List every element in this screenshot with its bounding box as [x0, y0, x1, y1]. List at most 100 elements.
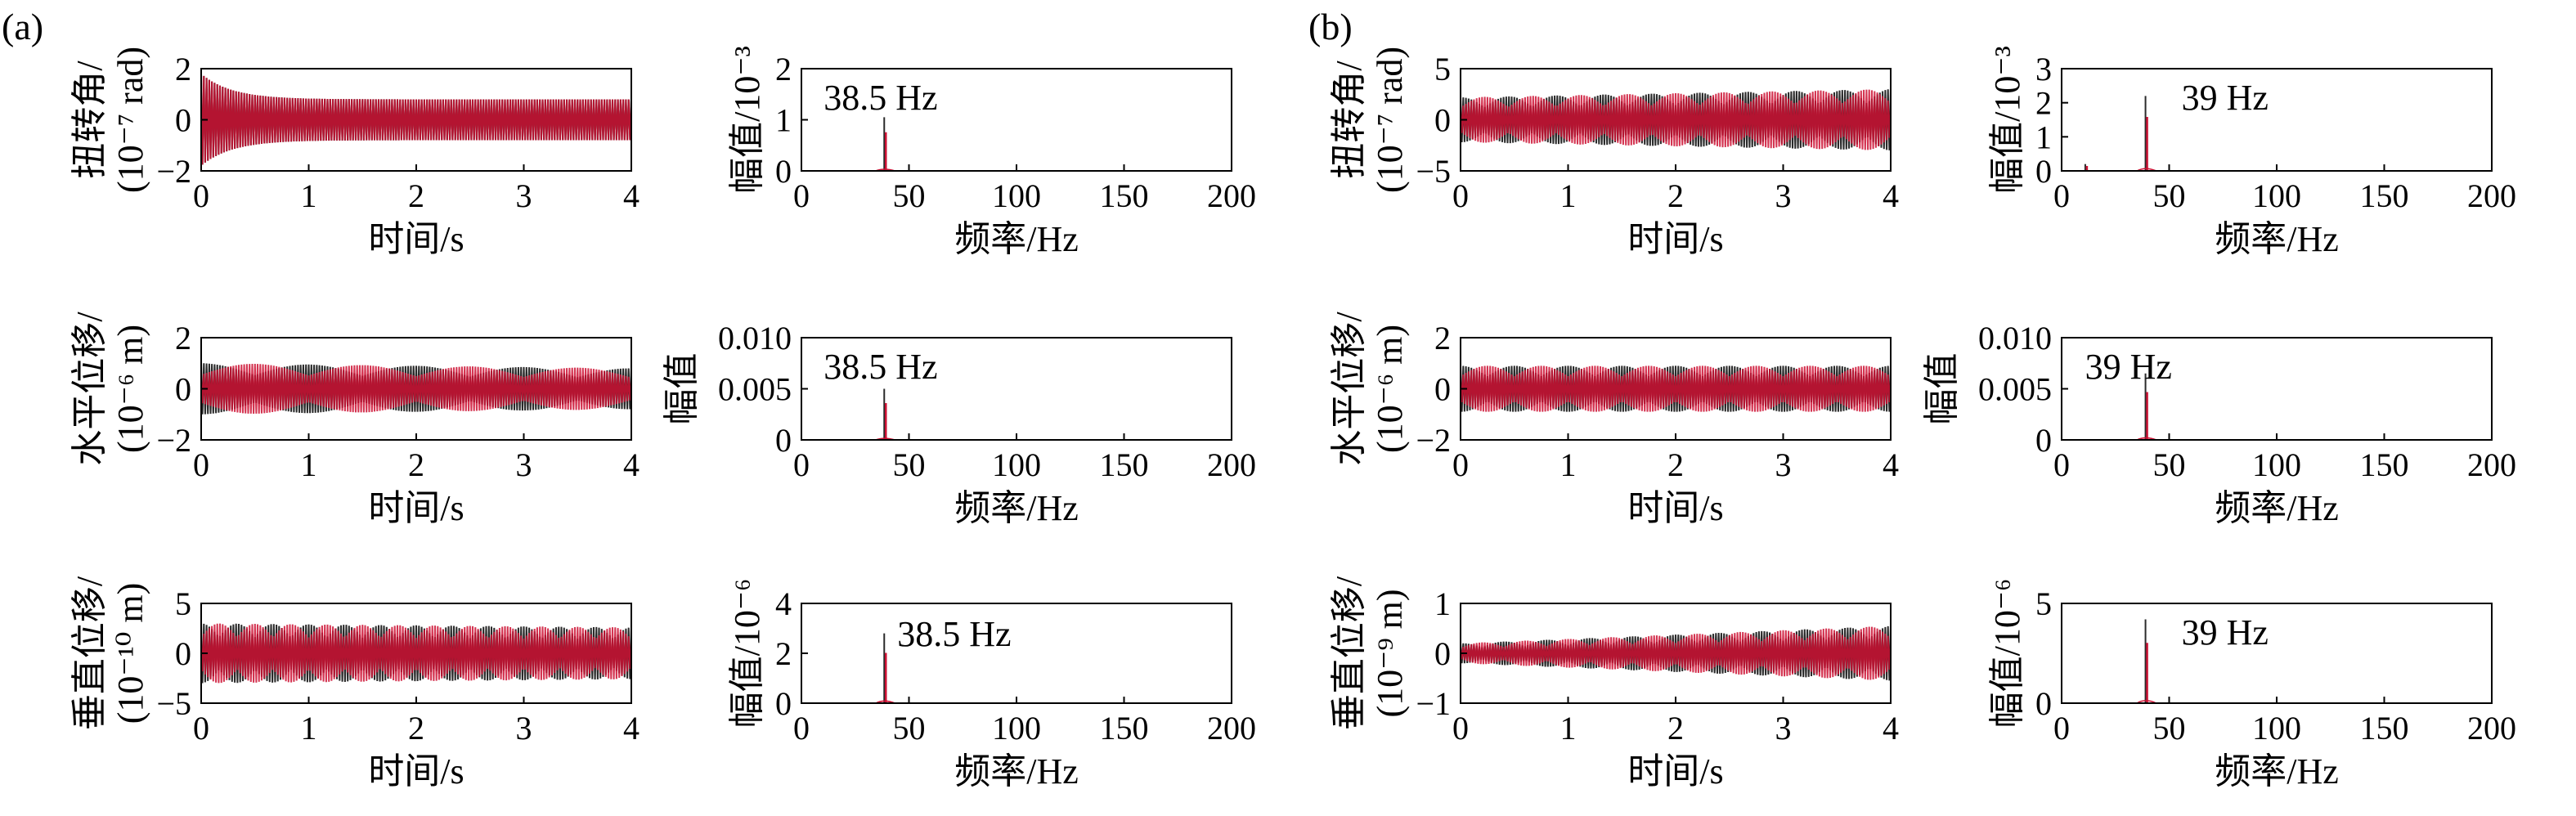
y-axis-label: 水平位移/	[1329, 312, 1369, 466]
x-tick-label: 200	[2467, 177, 2516, 214]
y-tick-label: −2	[1416, 422, 1451, 459]
x-tick-label: 1	[1560, 710, 1577, 747]
y-tick-label: 0	[175, 635, 191, 672]
x-tick-label: 100	[992, 446, 1041, 483]
x-axis-label: 频率/Hz	[2215, 219, 2339, 259]
plot-area	[875, 117, 895, 171]
x-axis-label: 频率/Hz	[2215, 751, 2339, 791]
y-axis-label: 垂直位移/	[1329, 576, 1369, 730]
y-tick-label: −5	[156, 685, 191, 722]
plot-area	[2136, 619, 2157, 703]
peak-annotation: 38.5 Hz	[824, 347, 937, 387]
x-axis-label: 频率/Hz	[954, 488, 1079, 528]
x-tick-label: 4	[623, 177, 640, 214]
y-tick-label: 0	[2035, 685, 2052, 722]
y-tick-label: 2	[775, 51, 792, 87]
y-tick-label: 0	[1434, 635, 1451, 672]
y-tick-label: 0	[175, 371, 191, 408]
x-axis-label: 时间/s	[368, 488, 464, 528]
chart-a-vertical-fft: 38.5 Hz 0 50 100 150 200 0 2 4 频率/Hz 幅值/10⁻⁶	[727, 579, 1256, 791]
x-tick-label: 0	[793, 446, 810, 483]
y-axis-label: (10⁻¹⁰ m)	[110, 583, 150, 724]
x-tick-label: 50	[893, 177, 926, 214]
x-tick-label: 2	[1667, 710, 1684, 747]
x-tick-label: 1	[1560, 446, 1577, 483]
x-tick-label: 100	[2252, 710, 2301, 747]
x-tick-label: 4	[1883, 710, 1899, 747]
x-axis-label: 时间/s	[368, 219, 464, 259]
y-axis-label: 幅值	[1922, 353, 1962, 425]
x-tick-label: 0	[2053, 177, 2070, 214]
x-tick-label: 100	[2252, 177, 2301, 214]
y-tick-label: 4	[775, 585, 792, 622]
y-tick-label: −5	[1416, 153, 1451, 190]
series-line-red	[201, 623, 631, 684]
x-tick-label: 2	[1667, 446, 1684, 483]
y-tick-label: −1	[1416, 685, 1451, 722]
x-tick-label: 4	[1883, 446, 1899, 483]
plot-area	[1461, 88, 1891, 150]
y-tick-label: 2	[2035, 85, 2052, 122]
x-tick-label: 200	[2467, 710, 2516, 747]
x-axis-label: 频率/Hz	[2215, 488, 2339, 528]
y-tick-label: 0	[175, 102, 191, 139]
plot-area	[875, 388, 895, 440]
chart-b-vertical-fft: 39 Hz 0 50 100 150 200 0 5 频率/Hz 幅值/10⁻⁶	[1987, 579, 2516, 791]
y-tick-label: −2	[156, 153, 191, 190]
x-tick-label: 150	[2360, 446, 2409, 483]
x-tick-label: 3	[516, 446, 532, 483]
y-tick-label: 3	[2035, 51, 2052, 87]
x-tick-label: 0	[1452, 177, 1469, 214]
y-tick-label: 0	[775, 422, 792, 459]
x-tick-label: 100	[992, 177, 1041, 214]
x-axis-label: 时间/s	[368, 751, 464, 791]
x-tick-label: 3	[1775, 177, 1792, 214]
x-axis-label: 时间/s	[1627, 219, 1723, 259]
axes-frame	[2061, 68, 2493, 172]
series-line-red	[201, 363, 631, 415]
y-tick-label: 0.010	[1978, 320, 2052, 356]
x-tick-label: 0	[193, 177, 209, 214]
y-axis-label: (10⁻⁶ m)	[110, 325, 150, 453]
panel-label-a: (a)	[2, 6, 43, 47]
x-tick-label: 150	[2360, 177, 2409, 214]
y-tick-label: 0.010	[718, 320, 792, 356]
x-tick-label: 3	[516, 177, 532, 214]
y-axis-label: 水平位移/	[70, 312, 110, 466]
x-tick-label: 0	[2053, 710, 2070, 747]
x-tick-label: 0	[1452, 446, 1469, 483]
y-tick-label: 1	[1434, 585, 1451, 622]
x-axis-label: 时间/s	[1627, 488, 1723, 528]
y-tick-label: 0	[775, 685, 792, 722]
chart-a-torsion-fft: 38.5 Hz 0 50 100 150 200 0 1 2 频率/Hz 幅值/10⁻³	[727, 46, 1256, 259]
x-tick-label: 200	[1207, 710, 1256, 747]
x-tick-label: 0	[793, 177, 810, 214]
y-axis-label: (10⁻⁶ m)	[1370, 325, 1410, 453]
x-tick-label: 150	[1100, 710, 1149, 747]
x-tick-label: 3	[516, 710, 532, 747]
y-axis-label: (10⁻⁷ rad)	[1370, 47, 1410, 193]
y-axis-label: (10⁻⁷ rad)	[110, 47, 150, 193]
x-tick-label: 200	[1207, 177, 1256, 214]
x-tick-label: 200	[2467, 446, 2516, 483]
y-tick-label: 0.005	[1978, 371, 2052, 408]
x-tick-label: 4	[1883, 177, 1899, 214]
peak-annotation: 39 Hz	[2182, 78, 2269, 118]
chart-b-horizontal-fft: 39 Hz 0 50 100 150 200 0 0.005 0.010 频率/Hz 幅值	[1922, 320, 2516, 528]
series-line-red	[1461, 89, 1891, 150]
axes-frame	[2061, 603, 2493, 704]
y-axis-label: 幅值/10⁻³	[727, 46, 767, 194]
x-tick-label: 2	[408, 446, 424, 483]
y-tick-label: −2	[156, 422, 191, 459]
x-tick-label: 50	[2153, 446, 2186, 483]
x-axis-label: 时间/s	[1627, 751, 1723, 791]
x-tick-label: 1	[301, 446, 317, 483]
y-tick-label: 5	[175, 585, 191, 622]
series-line-red	[201, 74, 631, 165]
